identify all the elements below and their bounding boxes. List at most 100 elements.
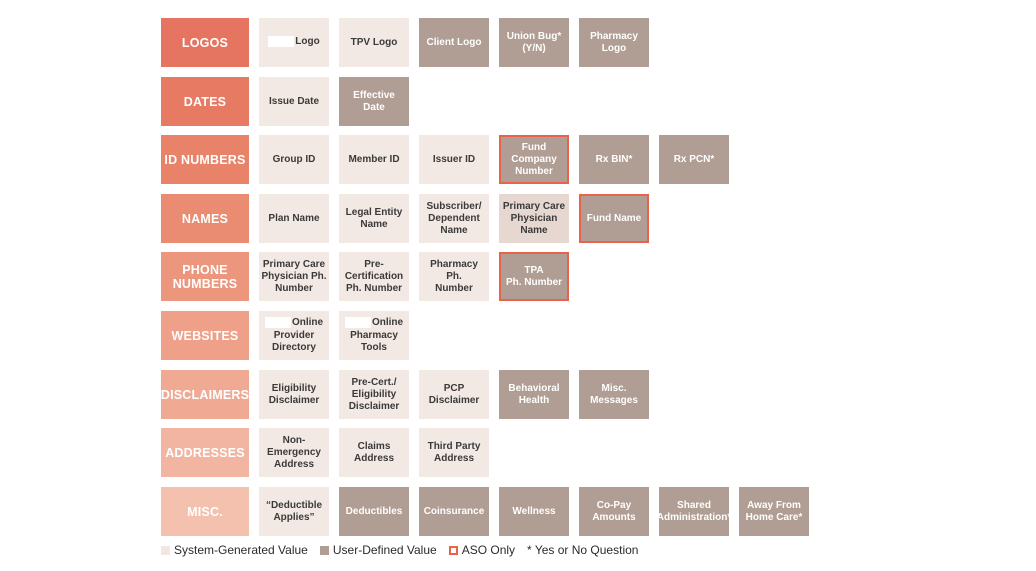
cell-label: Union Bug* (Y/N) [506, 30, 562, 54]
cell-label: Issuer ID [432, 153, 476, 165]
cell-label: Primary Care Physician Name [502, 200, 566, 236]
cell-label: TPA Ph. Number [505, 264, 563, 288]
data-element-cell: Logo [259, 18, 329, 67]
cell-label: Member ID [348, 153, 400, 165]
data-element-cell: Non- Emergency Address [259, 428, 329, 477]
cell-label: Coinsurance [423, 505, 485, 517]
data-element-cell: Third Party Address [419, 428, 489, 477]
data-element-cell: Issuer ID [419, 135, 489, 184]
category-label: WEBSITES [161, 311, 249, 360]
cell-text: Logo [295, 36, 320, 48]
cell-label: Fund Company Number [511, 141, 557, 177]
data-element-cell: Group ID [259, 135, 329, 184]
cell-label: Issue Date [268, 95, 320, 107]
cell-label: Subscriber/ Dependent Name [426, 200, 482, 236]
cell-label: Away From Home Care* [745, 499, 803, 523]
cell-label: TPV Logo [350, 36, 398, 48]
data-element-cell: Misc. Messages [579, 370, 649, 419]
data-element-cell: Pharmacy Logo [579, 18, 649, 67]
cell-label: Pharmacy Logo [590, 30, 638, 54]
row-dates: DATES Issue Date Effective Date [161, 77, 861, 126]
data-element-cell: Online Provider Directory [259, 311, 329, 360]
cell-label: Pre- Certification Ph. Number [344, 258, 404, 294]
cell-label: Claims Address [353, 440, 394, 464]
category-label: MISC. [161, 487, 249, 536]
cell-label: Shared Administration* [656, 499, 732, 523]
legend-aso-label: ASO Only [461, 543, 516, 557]
data-element-cell: Co-Pay Amounts [579, 487, 649, 536]
cell-label: Online Provider Directory [264, 317, 323, 353]
cell-label: Rx PCN* [673, 153, 715, 165]
data-element-cell: Union Bug* (Y/N) [499, 18, 569, 67]
legend-aso: ASO Only [448, 543, 516, 557]
cell-label: Misc. Messages [590, 382, 638, 406]
row-websites: WEBSITES Online Provider Directory Online … [161, 311, 861, 360]
legend-user-label: User-Defined Value [332, 543, 437, 557]
category-label: DISCLAIMERS [161, 370, 249, 419]
data-element-cell: Online Pharmacy Tools [339, 311, 409, 360]
data-element-cell: Rx BIN* [579, 135, 649, 184]
user-swatch [319, 545, 329, 555]
row-phone-numbers: PHONE NUMBERS Primary Care Physician Ph. … [161, 252, 861, 301]
cell-label: Non- Emergency Address [267, 434, 321, 470]
data-element-cell: Member ID [339, 135, 409, 184]
legend-note-label: * Yes or No Question [527, 543, 639, 557]
cell-label: Online Pharmacy Tools [344, 317, 403, 353]
row-disclaimers: DISCLAIMERS Eligibility Disclaimer Pre-Cer… [161, 370, 861, 419]
category-label: LOGOS [161, 18, 249, 67]
data-element-cell: Effective Date [339, 77, 409, 126]
cell-label: Co-Pay Amounts [592, 499, 636, 523]
data-element-cell: Primary Care Physician Ph. Number [259, 252, 329, 301]
data-element-cell: Wellness [499, 487, 569, 536]
data-element-cell: Deductibles [339, 487, 409, 536]
data-element-cell: Fund Company Number [499, 135, 569, 184]
cell-label: Behavioral Health [508, 382, 560, 406]
data-element-cell: Subscriber/ Dependent Name [419, 194, 489, 243]
data-element-cell: Rx PCN* [659, 135, 729, 184]
cell-label: Effective Date [353, 89, 395, 113]
legend-system-label: System-Generated Value [174, 543, 308, 557]
cell-label: Eligibility Disclaimer [268, 382, 320, 406]
cell-label: Plan Name [268, 212, 320, 224]
cell-label: Group ID [272, 153, 316, 165]
data-element-cell: Pre-Cert./ Eligibility Disclaimer [339, 370, 409, 419]
cell-label: “Deductible Applies” [265, 499, 323, 523]
data-element-cell: Legal Entity Name [339, 194, 409, 243]
category-label: ADDRESSES [161, 428, 249, 477]
row-misc: MISC. “Deductible Applies” Deductibles Coin… [161, 487, 861, 536]
redaction-block [264, 317, 291, 329]
cell-label: Pre-Cert./ Eligibility Disclaimer [348, 376, 400, 412]
redaction-block [268, 36, 295, 48]
cell-label: Client Logo [426, 36, 482, 48]
system-swatch [161, 545, 170, 555]
data-element-cell: Away From Home Care* [739, 487, 809, 536]
category-label: ID NUMBERS [161, 135, 249, 184]
data-element-cell: Shared Administration* [656, 487, 732, 536]
data-element-cell: Plan Name [259, 194, 329, 243]
row-names: NAMES Plan Name Legal Entity Name Subscribe… [161, 194, 861, 243]
data-element-cell: TPV Logo [339, 18, 409, 67]
legend-note: * Yes or No Question [527, 543, 638, 557]
data-element-cell: Eligibility Disclaimer [259, 370, 329, 419]
redaction-block [344, 317, 371, 329]
data-element-cell: Behavioral Health [499, 370, 569, 419]
row-logos: LOGOS Logo TPV Logo Client Logo Union Bug* (… [161, 18, 861, 67]
cell-label: Pharmacy Ph. Number [430, 258, 478, 294]
cell-label: Fund Name [586, 212, 642, 224]
data-element-cell: Fund Name [579, 194, 649, 243]
category-label: NAMES [161, 194, 249, 243]
cell-label: Third Party Address [427, 440, 481, 464]
data-element-cell: Issue Date [259, 77, 329, 126]
row-id-numbers: ID NUMBERS Group ID Member ID Issuer ID Fund… [161, 135, 861, 184]
aso-swatch [448, 545, 458, 555]
category-label: DATES [161, 77, 249, 126]
cell-label: Legal Entity Name [345, 206, 403, 230]
data-element-cell: Pre- Certification Ph. Number [339, 252, 409, 301]
legend-system: System-Generated Value [161, 543, 308, 557]
data-element-cell: Coinsurance [419, 487, 489, 536]
row-addresses: ADDRESSES Non- Emergency Address Claims Ad… [161, 428, 861, 477]
cell-label: Primary Care Physician Ph. Number [261, 258, 327, 294]
cell-label: Logo [268, 36, 320, 48]
legend-user: User-Defined Value [319, 543, 437, 557]
data-element-cell: TPA Ph. Number [499, 252, 569, 301]
